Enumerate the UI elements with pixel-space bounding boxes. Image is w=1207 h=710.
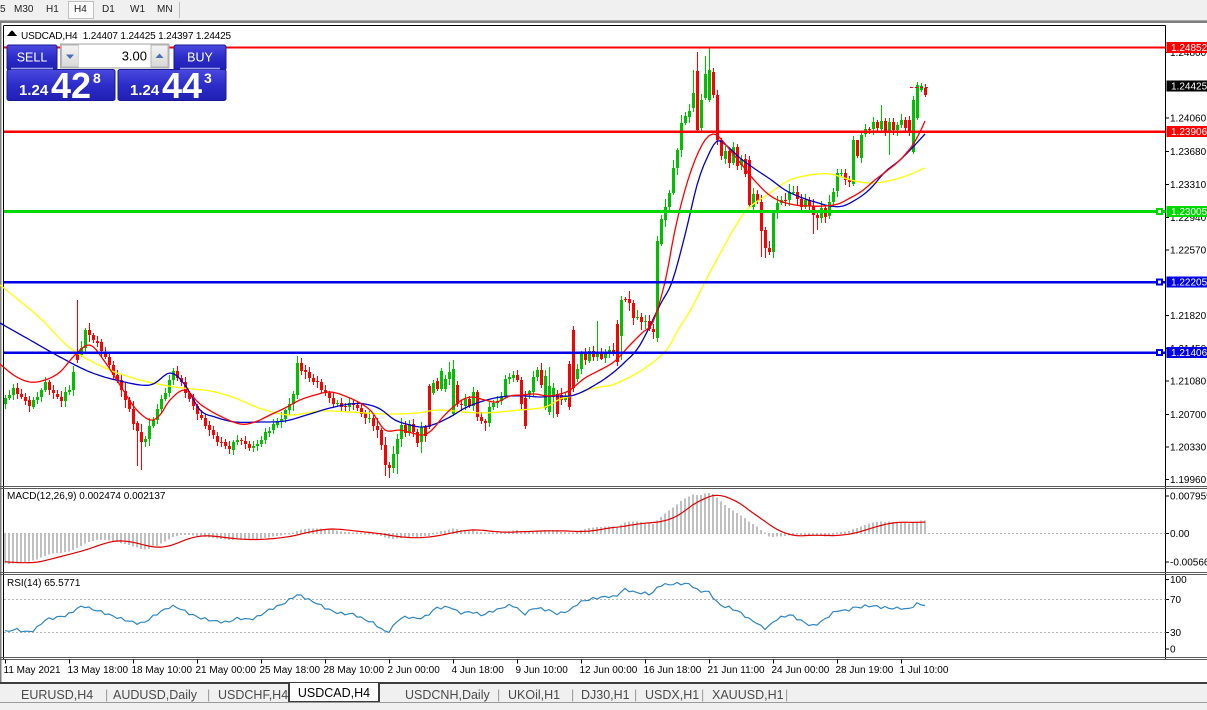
- svg-text:1 Jul 10:00: 1 Jul 10:00: [900, 665, 949, 676]
- svg-text:MACD(12,26,9) 0.002474 0.00213: MACD(12,26,9) 0.002474 0.002137: [7, 491, 166, 502]
- svg-text:11 May 2021: 11 May 2021: [4, 665, 62, 676]
- svg-text:25 May 18:00: 25 May 18:00: [260, 665, 321, 676]
- svg-text:1.20330: 1.20330: [1170, 443, 1207, 454]
- svg-text:4 Jun 18:00: 4 Jun 18:00: [452, 665, 505, 676]
- svg-text:8: 8: [93, 70, 101, 86]
- svg-text:28 May 10:00: 28 May 10:00: [324, 665, 385, 676]
- svg-text:44: 44: [162, 65, 202, 106]
- svg-text:42: 42: [51, 65, 91, 106]
- svg-text:1.24: 1.24: [19, 82, 49, 99]
- svg-text:0.007959: 0.007959: [1170, 492, 1207, 503]
- svg-text:1.24060: 1.24060: [1170, 114, 1207, 125]
- svg-text:16 Jun 18:00: 16 Jun 18:00: [644, 665, 702, 676]
- svg-text:24 Jun 00:00: 24 Jun 00:00: [772, 665, 830, 676]
- svg-text:21 May 00:00: 21 May 00:00: [196, 665, 257, 676]
- svg-text:1.21820: 1.21820: [1170, 311, 1207, 322]
- svg-text:0: 0: [1170, 645, 1176, 656]
- svg-text:1.20700: 1.20700: [1170, 410, 1207, 421]
- svg-text:12 Jun 00:00: 12 Jun 00:00: [580, 665, 638, 676]
- svg-text:1.21080: 1.21080: [1170, 377, 1207, 388]
- svg-text:RSI(14) 65.5771: RSI(14) 65.5771: [7, 578, 81, 589]
- svg-text:1.21406: 1.21406: [1171, 348, 1207, 359]
- svg-text:USDCAD,H4 1.24407 1.24425 1.2: USDCAD,H4 1.24407 1.24425 1.24397 1.2442…: [21, 31, 232, 42]
- svg-text:1.24: 1.24: [130, 82, 160, 99]
- svg-text:18 May 10:00: 18 May 10:00: [132, 665, 193, 676]
- svg-text:21 Jun 11:00: 21 Jun 11:00: [708, 665, 766, 676]
- svg-text:0.00: 0.00: [1170, 529, 1190, 540]
- svg-text:1.24852: 1.24852: [1171, 43, 1207, 54]
- svg-text:30: 30: [1170, 628, 1182, 639]
- svg-text:13 May 18:00: 13 May 18:00: [68, 665, 129, 676]
- svg-text:3.00: 3.00: [122, 49, 147, 64]
- svg-text:2 Jun 00:00: 2 Jun 00:00: [388, 665, 441, 676]
- svg-text:1.23005: 1.23005: [1171, 207, 1207, 218]
- svg-text:-0.005663: -0.005663: [1170, 558, 1207, 569]
- svg-text:100: 100: [1170, 575, 1187, 586]
- svg-text:1.22205: 1.22205: [1171, 278, 1207, 289]
- svg-text:1.23310: 1.23310: [1170, 180, 1207, 191]
- svg-text:1.23906: 1.23906: [1171, 127, 1207, 138]
- svg-text:1.23680: 1.23680: [1170, 147, 1207, 158]
- svg-text:1.24425: 1.24425: [1171, 81, 1207, 92]
- svg-text:9 Jun 10:00: 9 Jun 10:00: [516, 665, 569, 676]
- svg-text:3: 3: [204, 70, 212, 86]
- svg-text:1.22570: 1.22570: [1170, 246, 1207, 257]
- svg-text:BUY: BUY: [187, 51, 213, 65]
- svg-text:1.19960: 1.19960: [1170, 475, 1207, 486]
- svg-text:70: 70: [1170, 595, 1182, 606]
- svg-text:SELL: SELL: [17, 51, 48, 65]
- svg-text:28 Jun 19:00: 28 Jun 19:00: [836, 665, 894, 676]
